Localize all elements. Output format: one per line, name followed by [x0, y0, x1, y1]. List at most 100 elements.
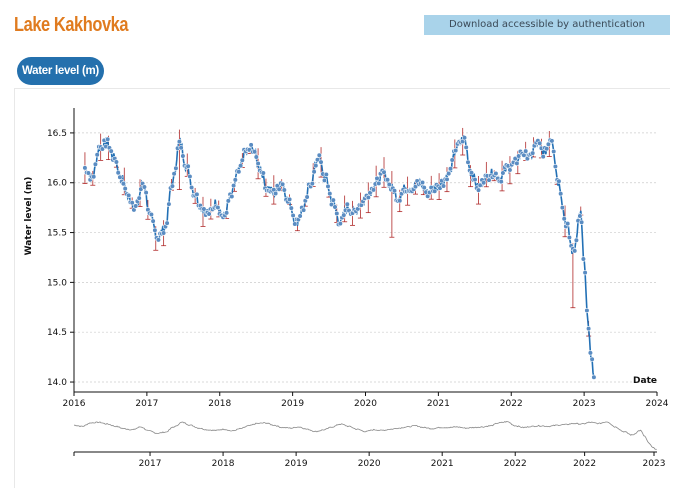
data-point	[248, 142, 254, 148]
data-point	[141, 184, 147, 190]
data-point	[391, 188, 398, 194]
data-point	[176, 139, 182, 145]
data-point	[255, 160, 261, 167]
panel-border-left	[14, 88, 15, 488]
data-point	[276, 186, 282, 192]
data-point	[449, 157, 455, 163]
data-point	[287, 196, 293, 202]
data-point	[365, 194, 371, 201]
data-point	[463, 144, 469, 150]
data-point	[447, 166, 454, 172]
data-point	[440, 183, 447, 189]
x-axis-label: Date	[633, 376, 657, 386]
data-point	[468, 170, 475, 176]
data-point	[117, 174, 123, 180]
x-tick-label: 2022	[500, 399, 523, 409]
data-point	[281, 187, 287, 193]
data-point	[173, 165, 179, 171]
data-point	[573, 237, 580, 243]
data-point	[341, 212, 347, 218]
data-point	[374, 175, 380, 181]
data-point	[587, 350, 594, 356]
x-tick-label: 2017	[135, 399, 158, 409]
data-point	[475, 187, 482, 193]
data-point	[297, 213, 303, 219]
data-point	[370, 187, 377, 193]
data-point	[477, 182, 483, 188]
data-point	[85, 170, 91, 176]
data-point	[155, 237, 161, 243]
data-point	[187, 173, 193, 180]
data-point	[201, 206, 207, 212]
data-point	[493, 170, 499, 177]
data-point	[321, 177, 328, 183]
y-tick-label: 16.0	[47, 179, 67, 189]
data-point	[115, 170, 121, 176]
data-point	[561, 216, 567, 222]
data-point	[565, 221, 571, 227]
data-point	[148, 211, 154, 218]
data-point	[185, 163, 191, 169]
data-point	[318, 159, 324, 165]
data-point	[311, 169, 317, 175]
overview-brush[interactable]: 2017 2018 2019 2020 2021 2022 2022 2023	[73, 420, 666, 469]
tab-water-level[interactable]: Water level (m)	[17, 57, 104, 85]
x-tick-label: 2020	[354, 399, 377, 409]
data-point	[472, 177, 478, 183]
data-point	[194, 191, 200, 197]
data-point	[253, 154, 259, 160]
data-point	[113, 159, 119, 165]
data-point	[419, 179, 426, 186]
data-point	[376, 180, 382, 186]
grid-lines	[74, 132, 657, 383]
data-point	[507, 167, 513, 173]
data-point	[444, 176, 450, 182]
overview-tick-label: 2023	[643, 459, 666, 469]
data-point	[325, 183, 331, 189]
data-point	[549, 138, 555, 144]
data-point	[580, 256, 587, 262]
data-point	[164, 220, 170, 226]
series-line	[84, 135, 596, 380]
data-point	[169, 183, 175, 189]
data-point	[252, 149, 258, 155]
data-point	[461, 135, 468, 141]
data-point	[273, 190, 279, 197]
data-point	[105, 136, 111, 142]
data-point	[129, 200, 135, 206]
x-tick-label: 2023	[573, 399, 596, 409]
data-point	[292, 221, 298, 227]
data-point	[582, 270, 588, 276]
data-point	[108, 148, 114, 154]
data-point	[330, 197, 336, 203]
data-point	[559, 205, 566, 211]
data-point	[572, 248, 578, 254]
data-point	[421, 185, 427, 191]
data-point	[577, 213, 583, 219]
x-tick-label: 2016	[63, 399, 86, 409]
overview-tick-label: 2021	[431, 459, 454, 469]
x-tick-label: 2018	[208, 399, 231, 409]
data-point	[82, 165, 88, 171]
data-point	[99, 146, 105, 152]
data-point	[344, 201, 350, 207]
data-point	[92, 161, 98, 167]
data-point	[238, 163, 244, 169]
data-point	[215, 204, 221, 211]
data-point	[180, 153, 186, 159]
data-point	[481, 180, 487, 186]
data-point	[206, 211, 212, 217]
data-point	[225, 198, 231, 204]
data-point	[224, 210, 230, 216]
data-point	[446, 171, 452, 177]
data-point	[231, 183, 237, 189]
data-point	[500, 170, 506, 176]
data-point	[316, 152, 322, 158]
data-point	[323, 171, 329, 178]
download-button[interactable]: Download accessible by authentication	[424, 15, 670, 35]
overview-tick-label: 2019	[285, 459, 308, 469]
y-tick-label: 15.5	[47, 229, 67, 239]
data-point	[232, 177, 238, 183]
data-point	[591, 374, 597, 380]
